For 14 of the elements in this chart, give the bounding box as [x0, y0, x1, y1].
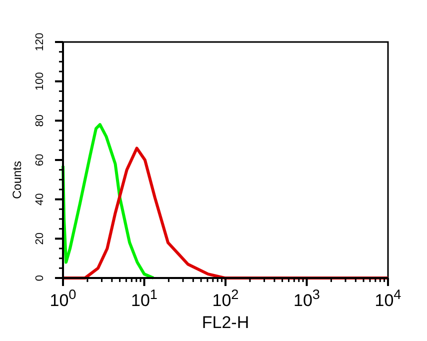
y-tick-label: 100 [34, 72, 46, 91]
y-tick-label: 0 [34, 274, 46, 282]
y-axis-title: Counts [10, 160, 24, 200]
x-tick-label: 10$^{4}$ [374, 286, 402, 310]
y-tick-label: 60 [34, 154, 46, 166]
x-tick-label: 10$^{1}$ [131, 286, 158, 310]
y-tick-label: 40 [34, 193, 46, 206]
x-tick-label: 10$^{2}$ [212, 286, 239, 310]
y-tick-label: 20 [34, 232, 46, 245]
x-axis-title: FL2-H [202, 313, 250, 332]
y-tick-label: 80 [34, 114, 46, 127]
y-tick-label: 120 [34, 32, 46, 52]
x-tick-label: 10$^{3}$ [294, 286, 320, 310]
x-tick-label: 10$^{0}$ [50, 286, 77, 310]
